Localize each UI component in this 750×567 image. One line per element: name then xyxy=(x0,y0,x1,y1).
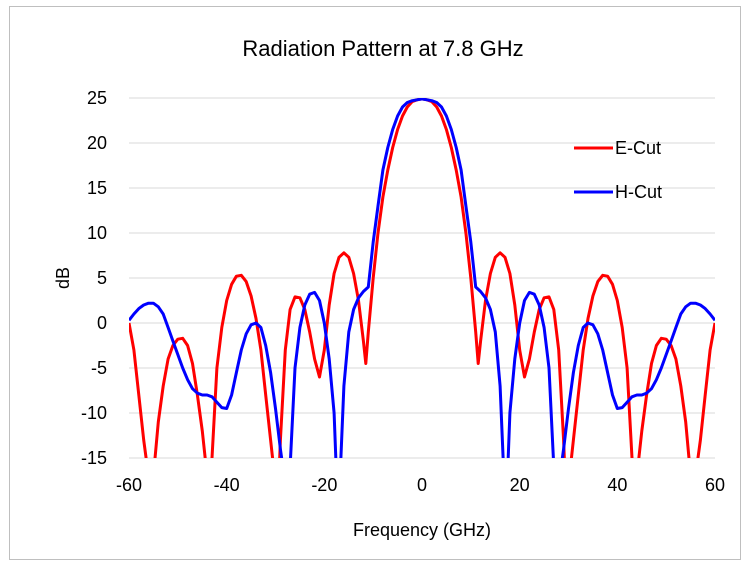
series-line-e-cut xyxy=(129,98,715,458)
y-tick-label: -15 xyxy=(81,448,107,468)
x-tick-label: 40 xyxy=(607,475,627,495)
y-tick-label: -5 xyxy=(91,358,107,378)
series-line-h-cut xyxy=(129,98,715,458)
series-layer xyxy=(129,98,715,458)
legend-label-h-cut: H-Cut xyxy=(615,182,662,202)
legend-label-e-cut: E-Cut xyxy=(615,138,661,158)
y-tick-label: 20 xyxy=(87,133,107,153)
y-tick-label: -10 xyxy=(81,403,107,423)
y-tick-label: 25 xyxy=(87,88,107,108)
axes: -15 -10 -5 0 5 10 15 20 25 -60 -40 -20 0 20 40 60 xyxy=(81,88,725,495)
x-axis-label: Frequency (GHz) xyxy=(353,520,491,540)
y-tick-label: 0 xyxy=(97,313,107,333)
y-tick-label: 15 xyxy=(87,178,107,198)
x-tick-label: 20 xyxy=(510,475,530,495)
x-tick-label: 60 xyxy=(705,475,725,495)
y-tick-label: 10 xyxy=(87,223,107,243)
legend: E-Cut H-Cut xyxy=(574,138,662,202)
x-tick-label: -60 xyxy=(116,475,142,495)
y-tick-label: 5 xyxy=(97,268,107,288)
chart-title: Radiation Pattern at 7.8 GHz xyxy=(242,36,523,61)
y-axis-label: dB xyxy=(53,267,73,289)
x-tick-label: -20 xyxy=(311,475,337,495)
x-tick-label: 0 xyxy=(417,475,427,495)
x-tick-label: -40 xyxy=(214,475,240,495)
